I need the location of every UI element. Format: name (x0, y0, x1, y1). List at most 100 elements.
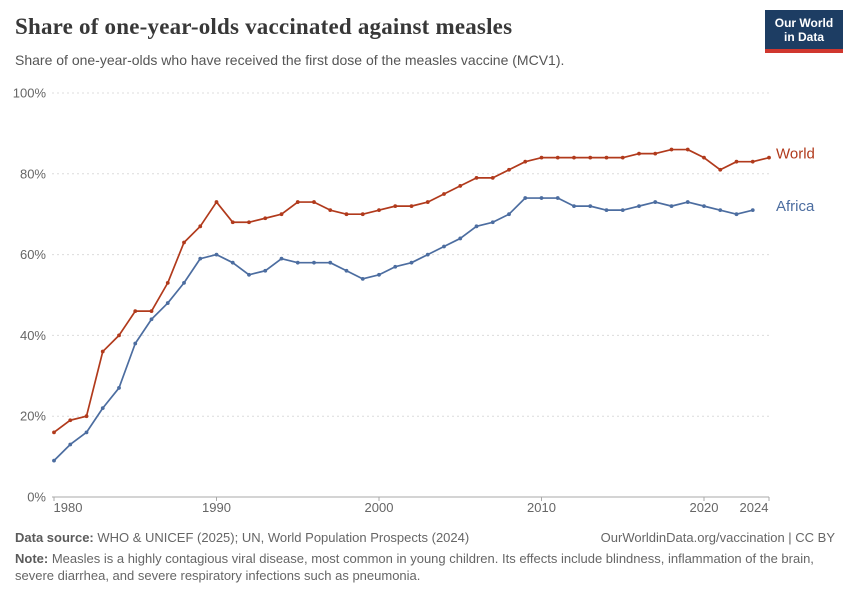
data-point-africa (295, 260, 300, 265)
data-point-africa (653, 200, 658, 204)
data-point-africa (149, 317, 154, 322)
data-point-africa (52, 458, 56, 463)
data-point-africa (133, 341, 138, 346)
data-point-africa (718, 208, 723, 213)
data-point-world (604, 155, 609, 160)
data-point-world (247, 220, 251, 225)
data-point-world (68, 418, 73, 423)
data-point-world (149, 309, 154, 314)
data-point-world (750, 159, 755, 164)
data-point-world (507, 167, 511, 172)
data-point-africa (198, 256, 203, 261)
data-point-world (718, 167, 723, 172)
data-point-africa (442, 244, 446, 249)
data-point-africa (230, 260, 235, 265)
data-point-world (490, 175, 495, 180)
x-axis-tick-label: 2000 (365, 500, 394, 515)
data-point-world (263, 216, 268, 221)
data-point-world (637, 151, 641, 156)
data-point-africa (214, 252, 219, 257)
data-point-world (312, 200, 316, 204)
data-point-africa (669, 204, 674, 209)
data-point-africa (247, 272, 251, 277)
data-point-africa (84, 430, 89, 435)
x-axis-tick-label: 2010 (527, 500, 556, 515)
data-point-world (572, 155, 576, 160)
data-point-africa (604, 208, 609, 213)
data-point-world (377, 208, 381, 213)
data-point-africa (702, 204, 706, 209)
data-point-africa (734, 212, 739, 217)
data-point-world (523, 159, 528, 164)
data-point-world (182, 240, 186, 245)
chart-note: Note: Measles is a highly contagious vir… (15, 550, 827, 584)
data-point-africa (312, 260, 316, 265)
series-label-africa: Africa (776, 198, 815, 215)
data-point-africa (620, 208, 625, 213)
data-point-world (702, 155, 706, 160)
data-point-africa (279, 256, 284, 261)
data-point-africa (165, 301, 170, 305)
owid-logo-line2: in Data (783, 29, 824, 44)
data-source: Data source: WHO & UNICEF (2025); UN, Wo… (15, 529, 469, 546)
data-point-world (588, 155, 593, 160)
chart-subtitle: Share of one-year-olds who have received… (15, 52, 565, 68)
data-point-africa (425, 252, 430, 257)
x-axis-tick-label: 2020 (690, 500, 719, 515)
data-point-africa (409, 260, 414, 265)
data-point-africa (458, 236, 463, 241)
data-point-world (133, 309, 138, 314)
y-axis-tick-label: 40% (20, 328, 46, 343)
data-point-world (360, 212, 365, 217)
data-point-africa (539, 196, 544, 200)
x-axis-tick-label: 1990 (202, 500, 231, 515)
data-point-world (425, 200, 430, 204)
data-point-world (653, 151, 658, 156)
data-source-label: Data source: (15, 530, 94, 545)
data-point-world (393, 204, 398, 209)
data-point-africa (393, 264, 398, 269)
data-point-world (555, 155, 560, 160)
y-axis-tick-label: 80% (20, 166, 46, 181)
data-point-world (198, 224, 203, 229)
y-axis-tick-label: 20% (20, 409, 46, 424)
data-point-africa (68, 442, 73, 447)
y-axis-tick-label: 0% (27, 490, 46, 505)
page-title: Share of one-year-olds vaccinated agains… (15, 14, 513, 39)
owid-logo-line1: Our World (774, 15, 834, 30)
data-point-world (230, 220, 235, 225)
data-point-world (669, 147, 674, 152)
data-point-world (458, 184, 463, 188)
data-point-africa (344, 268, 349, 273)
series-line-world (53, 148, 770, 434)
x-axis-tick-label: 2024 (740, 500, 769, 515)
data-point-africa (588, 204, 593, 209)
data-point-africa (572, 204, 576, 209)
data-point-africa (637, 204, 641, 209)
measles-vaccination-line-chart: 0% 20% 40% 60% 80% 100% 1980 1990 2000 2010 2020 20… (13, 86, 815, 516)
data-point-world (214, 200, 219, 204)
data-point-africa (750, 208, 755, 213)
chart-footer: Data source: WHO & UNICEF (2025); UN, Wo… (15, 529, 835, 584)
source-row: Data source: WHO & UNICEF (2025); UN, Wo… (15, 529, 835, 546)
data-point-world (442, 192, 446, 196)
data-point-world (539, 155, 544, 160)
data-point-world (344, 212, 349, 217)
data-point-africa (507, 212, 511, 217)
owid-logo: Our World in Data (765, 10, 843, 53)
data-point-world (767, 155, 771, 160)
data-point-africa (182, 280, 186, 285)
data-point-africa (377, 272, 381, 277)
owid-license-link[interactable]: OurWorldinData.org/vaccination | CC BY (600, 530, 835, 545)
data-point-africa (100, 406, 105, 411)
data-point-africa (474, 224, 479, 229)
data-point-world (685, 147, 690, 152)
data-point-world (100, 349, 105, 354)
data-point-world (84, 414, 89, 419)
note-text: Measles is a highly contagious viral dis… (15, 551, 814, 583)
data-point-africa (263, 268, 268, 273)
data-point-world (52, 430, 56, 435)
data-point-africa (360, 276, 365, 281)
data-point-world (328, 208, 333, 213)
